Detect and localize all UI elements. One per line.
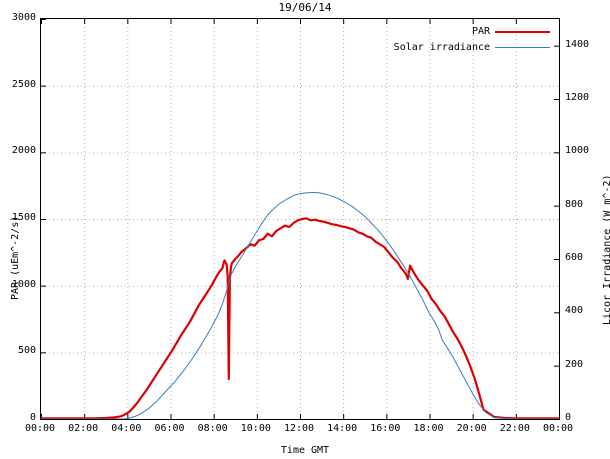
y-axis-right-tick-label: 1200 (565, 92, 590, 103)
y-axis-right-tick-label: 1400 (565, 38, 590, 50)
legend-label: PAR (471, 26, 490, 37)
legend-swatch-solar-irradiance (495, 47, 550, 48)
legend-swatch-par (495, 31, 550, 33)
y-axis-right-tick-label: 1000 (565, 145, 590, 157)
x-axis-tick-label: 04:00 (111, 423, 142, 434)
plot-area (40, 18, 560, 420)
x-axis-tick-label: 00:00 (24, 423, 56, 434)
x-axis-tick-label: 16:00 (370, 423, 401, 434)
x-axis-tick-label: 12:00 (283, 423, 315, 434)
x-axis-tick-label: 02:00 (68, 423, 99, 434)
y-axis-left-tick-label: 2500 (11, 78, 36, 90)
legend: PAR Solar irradiance (390, 24, 550, 56)
y-axis-right-label: Licor Irradiance (W m^-2) (602, 174, 610, 325)
x-axis-tick-label: 22:00 (499, 423, 530, 434)
y-axis-right-tick-label: 600 (565, 252, 584, 263)
y-axis-right-tick-label: 0 (565, 412, 572, 423)
x-axis-tick-label: 14:00 (327, 423, 358, 434)
y-axis-left-tick-label: 2000 (11, 145, 36, 157)
x-axis-tick-label: 20:00 (456, 423, 487, 434)
data-series (41, 191, 559, 419)
x-axis-tick-label: 08:00 (197, 423, 228, 434)
y-axis-right-tick-label: 200 (565, 358, 584, 370)
y-axis-right-tick-label: 800 (565, 198, 584, 210)
legend-item: Solar irradiance (390, 40, 550, 56)
y-axis-right-tick-label: 400 (565, 305, 584, 317)
legend-item: PAR (390, 24, 550, 40)
legend-label: Solar irradiance (393, 42, 490, 53)
y-axis-left-tick-label: 1000 (11, 278, 36, 290)
x-axis-tick-label: 00:00 (542, 423, 574, 434)
y-axis-left-tick-label: 3000 (11, 12, 36, 23)
x-axis-tick-label: 06:00 (154, 423, 185, 434)
y-axis-left-tick-label: 1500 (11, 212, 36, 223)
y-axis-left-tick-label: 500 (17, 345, 36, 357)
x-axis-label: Time GMT (280, 445, 330, 456)
y-axis-left-label: PAR (uEm^-2/s) (10, 215, 21, 300)
x-axis-tick-label: 10:00 (240, 423, 271, 434)
x-axis-tick-label: 18:00 (413, 423, 444, 434)
chart-title: 19/06/14 (278, 1, 332, 14)
y-axis-left-tick-label: 0 (29, 412, 36, 423)
